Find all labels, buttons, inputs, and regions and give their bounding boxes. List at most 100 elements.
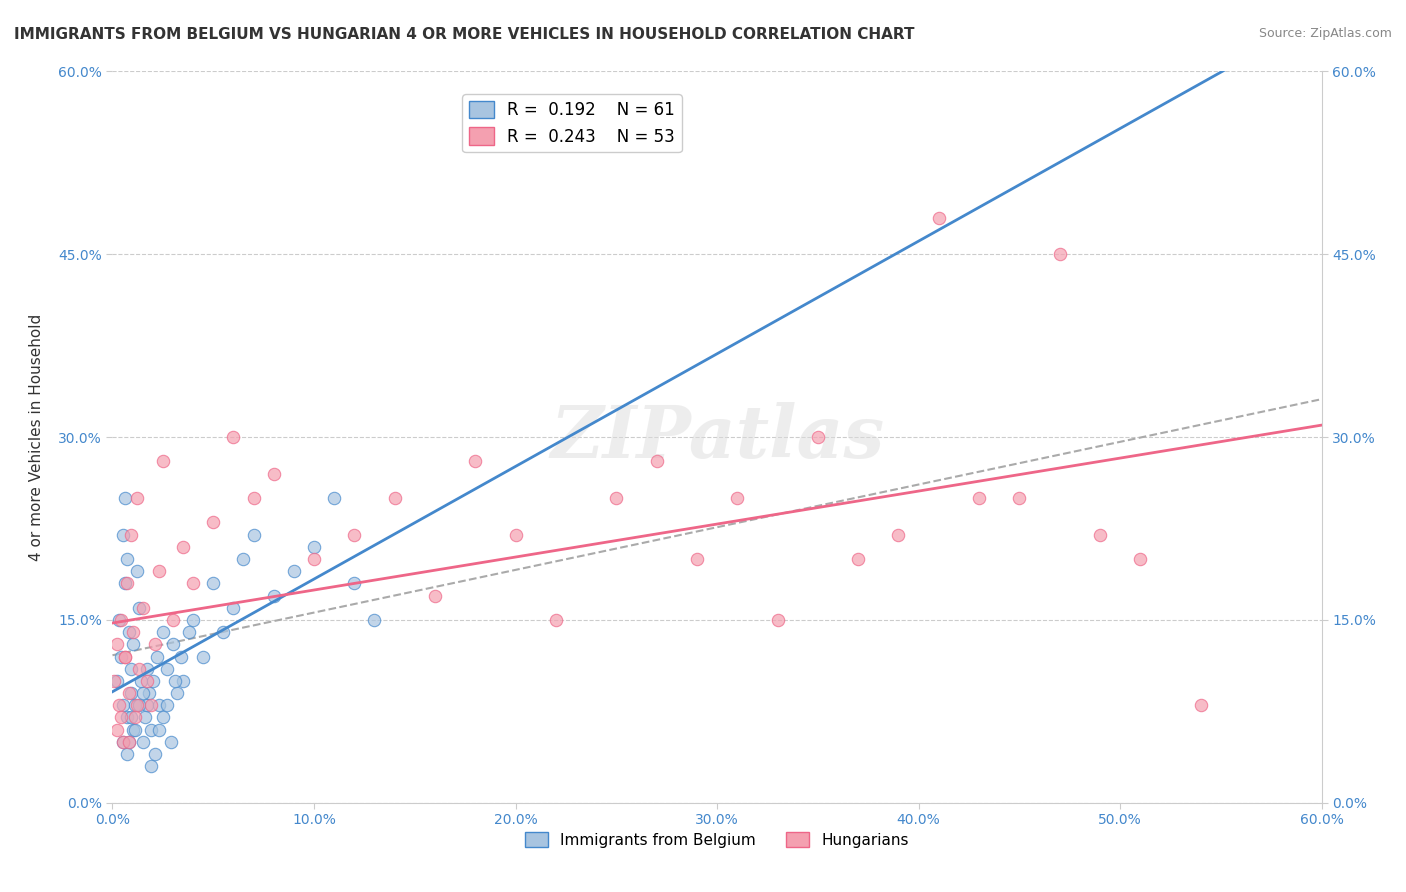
Point xyxy=(967,491,990,505)
Point xyxy=(605,491,627,505)
Point xyxy=(120,527,142,541)
Point xyxy=(139,698,162,713)
Point xyxy=(202,516,225,530)
Point xyxy=(117,735,139,749)
Point xyxy=(132,600,155,615)
Point xyxy=(1129,552,1152,566)
Point xyxy=(135,673,157,688)
Point xyxy=(110,710,132,724)
Point xyxy=(148,698,170,713)
Point xyxy=(125,564,148,578)
Point xyxy=(232,552,254,566)
Point xyxy=(162,613,184,627)
Point xyxy=(105,673,128,688)
Point xyxy=(128,662,150,676)
Point xyxy=(505,527,527,541)
Legend: R =  0.192    N = 61, R =  0.243    N = 53: R = 0.192 N = 61, R = 0.243 N = 53 xyxy=(463,95,682,153)
Point xyxy=(1088,527,1111,541)
Point xyxy=(423,589,446,603)
Point xyxy=(138,686,160,700)
Point xyxy=(105,723,128,737)
Point xyxy=(152,710,174,724)
Point xyxy=(928,211,950,225)
Text: Source: ZipAtlas.com: Source: ZipAtlas.com xyxy=(1258,27,1392,40)
Point xyxy=(120,710,142,724)
Point xyxy=(124,723,146,737)
Point xyxy=(107,698,129,713)
Point xyxy=(117,686,139,700)
Point xyxy=(152,625,174,640)
Point xyxy=(135,662,157,676)
Point xyxy=(181,576,204,591)
Point xyxy=(129,673,152,688)
Point xyxy=(115,552,138,566)
Point xyxy=(117,735,139,749)
Point xyxy=(148,723,170,737)
Point xyxy=(156,698,179,713)
Point xyxy=(222,600,245,615)
Point xyxy=(363,613,385,627)
Point xyxy=(121,625,143,640)
Point xyxy=(163,673,186,688)
Point xyxy=(115,710,138,724)
Point xyxy=(115,576,138,591)
Point xyxy=(544,613,567,627)
Point xyxy=(302,540,325,554)
Point xyxy=(143,747,166,761)
Point xyxy=(686,552,709,566)
Point xyxy=(1049,247,1071,261)
Point xyxy=(110,613,132,627)
Point xyxy=(1008,491,1031,505)
Point xyxy=(134,710,156,724)
Point xyxy=(766,613,789,627)
Point xyxy=(645,454,668,468)
Point xyxy=(139,723,162,737)
Point xyxy=(162,637,184,651)
Point xyxy=(132,686,155,700)
Point xyxy=(302,552,325,566)
Point xyxy=(172,673,194,688)
Point xyxy=(111,698,134,713)
Point xyxy=(807,430,830,444)
Point xyxy=(120,662,142,676)
Point xyxy=(143,637,166,651)
Point xyxy=(191,649,214,664)
Point xyxy=(725,491,748,505)
Point xyxy=(103,673,125,688)
Point xyxy=(172,540,194,554)
Point xyxy=(125,491,148,505)
Point xyxy=(110,649,132,664)
Point xyxy=(114,649,136,664)
Point xyxy=(124,698,146,713)
Point xyxy=(128,698,150,713)
Point xyxy=(263,589,285,603)
Point xyxy=(111,527,134,541)
Point xyxy=(111,735,134,749)
Point xyxy=(156,662,179,676)
Point xyxy=(152,454,174,468)
Point xyxy=(343,576,366,591)
Point xyxy=(111,735,134,749)
Point xyxy=(166,686,188,700)
Point xyxy=(117,625,139,640)
Point xyxy=(212,625,235,640)
Point xyxy=(125,698,148,713)
Point xyxy=(105,637,128,651)
Point xyxy=(139,759,162,773)
Point xyxy=(846,552,869,566)
Text: ZIPatlas: ZIPatlas xyxy=(550,401,884,473)
Point xyxy=(121,637,143,651)
Point xyxy=(887,527,910,541)
Point xyxy=(114,576,136,591)
Point xyxy=(148,564,170,578)
Point xyxy=(107,613,129,627)
Point xyxy=(263,467,285,481)
Point xyxy=(146,649,169,664)
Point xyxy=(202,576,225,591)
Point xyxy=(384,491,406,505)
Point xyxy=(242,527,264,541)
Point xyxy=(323,491,346,505)
Point xyxy=(115,747,138,761)
Point xyxy=(177,625,200,640)
Point xyxy=(222,430,245,444)
